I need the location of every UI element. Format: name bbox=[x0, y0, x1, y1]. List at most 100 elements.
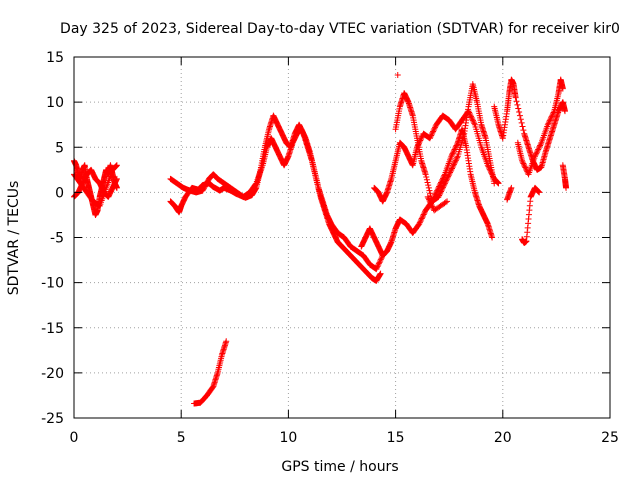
data-point bbox=[419, 214, 426, 221]
data-point bbox=[376, 259, 383, 266]
series-arc-11 bbox=[514, 76, 566, 178]
data-point bbox=[516, 112, 523, 119]
data-point bbox=[491, 180, 498, 187]
data-point bbox=[536, 189, 543, 196]
data-point bbox=[426, 187, 433, 194]
data-point bbox=[454, 141, 461, 148]
data-point bbox=[448, 166, 455, 173]
data-point bbox=[453, 155, 460, 162]
data-point bbox=[519, 159, 526, 166]
data-point bbox=[422, 171, 429, 178]
data-point bbox=[427, 199, 434, 206]
y-tick-label: -25 bbox=[41, 411, 64, 427]
data-point bbox=[431, 125, 438, 132]
data-point bbox=[417, 136, 424, 143]
x-tick-label: 15 bbox=[387, 430, 405, 446]
data-point bbox=[440, 183, 447, 190]
data-point bbox=[549, 112, 556, 119]
data-point bbox=[373, 264, 380, 271]
data-point bbox=[424, 193, 431, 200]
data-point bbox=[418, 216, 425, 223]
data-point bbox=[514, 101, 521, 108]
data-point bbox=[548, 113, 555, 120]
data-point bbox=[547, 116, 554, 123]
data-point bbox=[374, 263, 381, 270]
x-tick-label: 0 bbox=[70, 430, 79, 446]
data-point bbox=[468, 113, 475, 120]
data-point bbox=[448, 153, 455, 160]
data-point bbox=[377, 257, 384, 264]
series-arc-7 bbox=[358, 126, 496, 259]
data-point bbox=[444, 174, 451, 181]
data-point bbox=[544, 121, 551, 128]
data-point bbox=[469, 117, 476, 124]
x-tick-label: 25 bbox=[601, 430, 619, 446]
data-point bbox=[450, 149, 457, 156]
data-point bbox=[430, 128, 437, 135]
data-point bbox=[441, 180, 448, 187]
y-axis-label: SDTVAR / TECUs bbox=[6, 181, 22, 296]
data-point bbox=[449, 150, 456, 157]
data-point bbox=[447, 169, 454, 176]
series-arc-3 bbox=[71, 162, 120, 209]
data-point bbox=[489, 234, 496, 241]
data-point bbox=[537, 142, 544, 149]
y-tick-label: -15 bbox=[41, 321, 64, 337]
data-point bbox=[428, 131, 435, 138]
data-point bbox=[445, 173, 452, 180]
data-point bbox=[550, 109, 557, 116]
data-point bbox=[394, 72, 401, 79]
data-point bbox=[223, 338, 230, 345]
y-tick-label: -20 bbox=[41, 366, 64, 382]
data-point bbox=[438, 188, 445, 195]
data-point bbox=[429, 129, 436, 136]
data-point bbox=[448, 165, 455, 172]
data-point bbox=[428, 202, 435, 209]
data-point bbox=[375, 260, 382, 267]
data-point bbox=[443, 176, 450, 183]
y-tick-label: 15 bbox=[46, 50, 64, 66]
data-point bbox=[454, 154, 461, 161]
series-arc-5 bbox=[167, 126, 386, 273]
data-point bbox=[373, 266, 380, 273]
data-point bbox=[426, 135, 433, 142]
data-point bbox=[430, 127, 437, 134]
data-point bbox=[444, 198, 451, 205]
data-point bbox=[416, 219, 423, 226]
data-point bbox=[533, 149, 540, 156]
data-point bbox=[519, 157, 526, 164]
data-point bbox=[425, 182, 432, 189]
data-point bbox=[423, 174, 430, 181]
data-point bbox=[420, 211, 427, 218]
data-point bbox=[512, 94, 519, 101]
data-point bbox=[520, 160, 527, 167]
data-point bbox=[532, 151, 539, 158]
data-point bbox=[535, 145, 542, 152]
data-point bbox=[427, 133, 434, 140]
data-point bbox=[513, 98, 520, 105]
data-point bbox=[428, 132, 435, 139]
data-point bbox=[438, 187, 445, 194]
data-point bbox=[424, 179, 431, 186]
data-point bbox=[561, 108, 568, 115]
data-point bbox=[546, 118, 553, 125]
data-point bbox=[113, 162, 120, 169]
data-point bbox=[425, 195, 432, 202]
data-point bbox=[516, 109, 523, 116]
data-point bbox=[427, 190, 434, 197]
y-tick-label: 10 bbox=[46, 95, 64, 111]
data-point bbox=[534, 147, 541, 154]
data-point bbox=[535, 146, 542, 153]
data-point bbox=[442, 199, 449, 206]
chart-title: Day 325 of 2023, Sidereal Day-to-day VTE… bbox=[60, 21, 620, 37]
data-point bbox=[451, 146, 458, 153]
data-point bbox=[536, 143, 543, 150]
data-point bbox=[452, 158, 459, 165]
data-point bbox=[436, 191, 443, 198]
series-arc-9 bbox=[392, 81, 498, 205]
data-point bbox=[439, 184, 446, 191]
data-points bbox=[71, 72, 570, 407]
y-tick-label: 5 bbox=[55, 140, 64, 156]
data-point bbox=[375, 262, 382, 269]
data-point bbox=[421, 210, 428, 217]
